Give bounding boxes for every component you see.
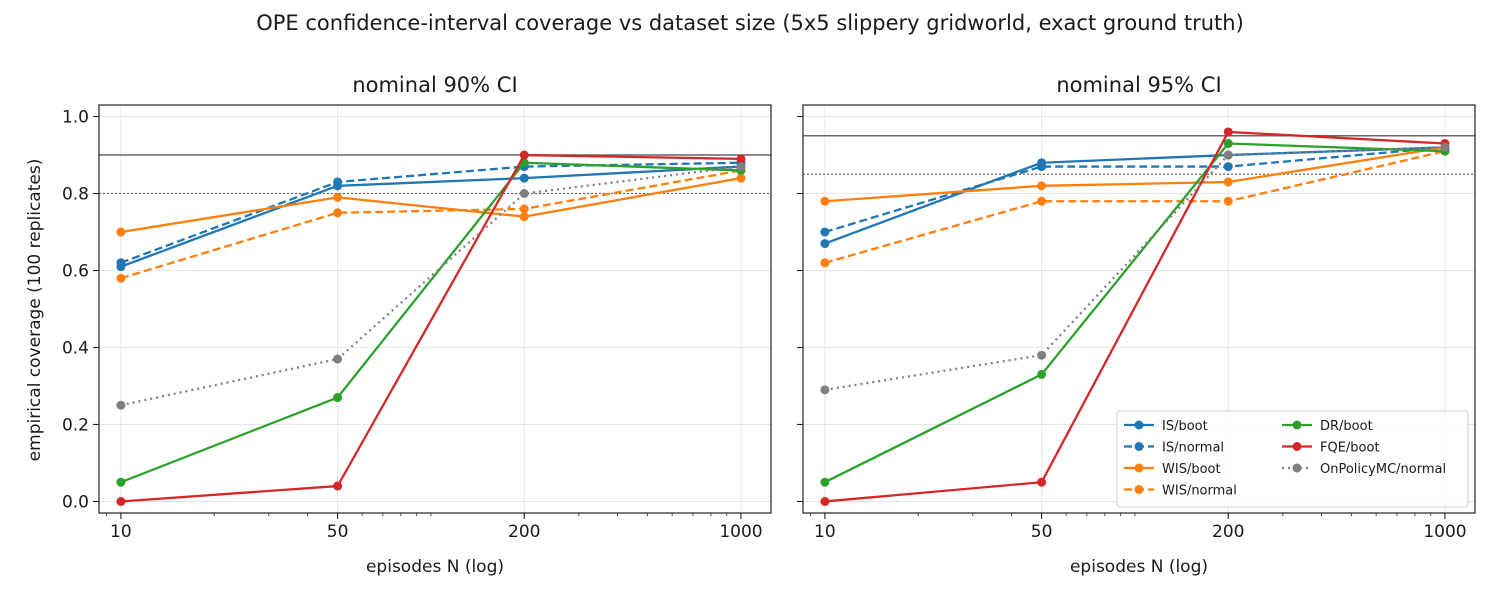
y-tick-label: 0.6 [62,262,89,282]
data-point-wis-boot [736,173,746,183]
x-axis-label: episodes N (log) [366,557,504,577]
data-point-onpolicymc-normal [1440,142,1450,152]
x-tick-label: 1000 [1423,522,1466,542]
series-line-wis-boot [120,176,742,234]
y-tick-label: 0.8 [62,185,89,205]
y-tick-label: 1.0 [62,108,89,128]
series-line-wis-boot [824,146,1446,203]
x-tick-label: 200 [1212,522,1244,542]
legend-marker-is-normal [1134,442,1144,451]
data-point-is-normal [1223,162,1233,172]
data-point-wis-boot [820,196,830,206]
data-point-wis-boot [333,192,343,202]
data-point-fqe-boot [1037,477,1047,487]
x-tick-label: 50 [1031,522,1053,542]
legend-label-wis-normal: WIS/normal [1162,484,1237,499]
x-tick-label: 10 [110,522,132,542]
data-point-wis-boot [1223,177,1233,187]
data-point-dr-boot [1223,138,1233,148]
x-tick-label: 1000 [719,522,762,542]
series-line-is-boot [120,165,742,268]
y-tick-label: 0.2 [62,415,89,435]
legend-marker-fqe-boot [1292,442,1302,451]
series-line-wis-normal [120,169,742,280]
data-point-is-boot [519,173,529,183]
data-point-wis-normal [116,273,126,283]
legend-label-dr-boot: DR/boot [1320,419,1373,434]
series-line-dr-boot [120,161,741,484]
x-axis-label: episodes N (log) [1070,557,1208,577]
data-point-wis-boot [116,227,126,237]
data-point-wis-normal [333,208,343,218]
data-point-fqe-boot [519,150,529,160]
data-point-onpolicymc-normal [1223,150,1233,160]
y-tick-label: 0.4 [62,338,89,358]
legend-marker-wis-boot [1134,463,1144,473]
data-point-is-normal [1037,162,1047,172]
legend-marker-is-boot [1134,420,1144,430]
data-point-onpolicymc-normal [820,385,830,395]
panel-nominal-95: nominal 95% CI episodes N (log) 10 50 200 1… [797,73,1476,577]
data-point-is-normal [333,177,343,187]
data-point-onpolicymc-normal [519,189,529,199]
x-tick-label: 50 [327,522,349,542]
series-line-is-normal [824,146,1446,234]
data-point-fqe-boot [736,154,746,164]
series-line-is-normal [120,161,741,264]
data-point-onpolicymc-normal [1037,350,1047,360]
legend-label-onpolicymc-normal: OnPolicyMC/normal [1320,462,1446,477]
data-point-is-normal [820,227,830,237]
legend-label-is-boot: IS/boot [1162,419,1208,434]
data-point-fqe-boot [820,496,830,506]
legend-label-is-normal: IS/normal [1162,441,1224,456]
data-point-wis-normal [1037,196,1047,206]
series-line-onpolicymc-normal [120,165,742,407]
series-line-fqe-boot [120,153,741,503]
data-point-dr-boot [333,393,343,403]
data-point-wis-boot [519,212,529,222]
legend-marker-dr-boot [1292,420,1302,430]
legend-label-wis-boot: WIS/boot [1162,462,1221,477]
x-tick-label: 10 [814,522,836,542]
panel-title: nominal 90% CI [352,73,517,97]
legend: IS/boot IS/normal WIS/boot WIS/normal DR/boo… [1116,410,1469,508]
data-point-onpolicymc-normal [736,162,746,172]
data-point-onpolicymc-normal [116,400,126,410]
data-point-wis-normal [519,204,529,214]
series-line-dr-boot [824,142,1445,484]
legend-box [1116,410,1469,508]
data-point-is-boot [820,239,830,249]
panel-nominal-90: nominal 90% CI episodes N (log) empirica… [25,73,772,577]
data-point-dr-boot [1037,369,1047,379]
axes-frame [98,104,772,514]
x-tick-label: 200 [508,522,540,542]
data-point-is-normal [116,258,126,268]
y-axis-label: empirical coverage (100 replicates) [25,159,45,462]
legend-label-fqe-boot: FQE/boot [1320,441,1380,456]
data-point-dr-boot [116,477,126,487]
y-tick-label: 0.0 [62,492,89,512]
legend-marker-onpolicymc-normal [1292,463,1302,473]
data-point-dr-boot [820,477,830,487]
series-line-fqe-boot [824,130,1446,503]
data-point-fqe-boot [116,496,126,506]
data-point-wis-normal [1223,196,1233,206]
series-line-wis-normal [824,150,1446,264]
data-point-wis-boot [1037,181,1047,191]
figure-suptitle: OPE confidence-interval coverage vs data… [256,11,1244,35]
panel-title: nominal 95% CI [1056,73,1221,97]
legend-marker-wis-normal [1134,485,1144,494]
data-point-wis-normal [820,258,830,268]
axes-frame [802,104,1476,514]
data-point-onpolicymc-normal [333,354,343,364]
data-point-fqe-boot [333,481,343,491]
data-point-fqe-boot [1223,127,1233,137]
series-line-onpolicymc-normal [824,146,1445,391]
